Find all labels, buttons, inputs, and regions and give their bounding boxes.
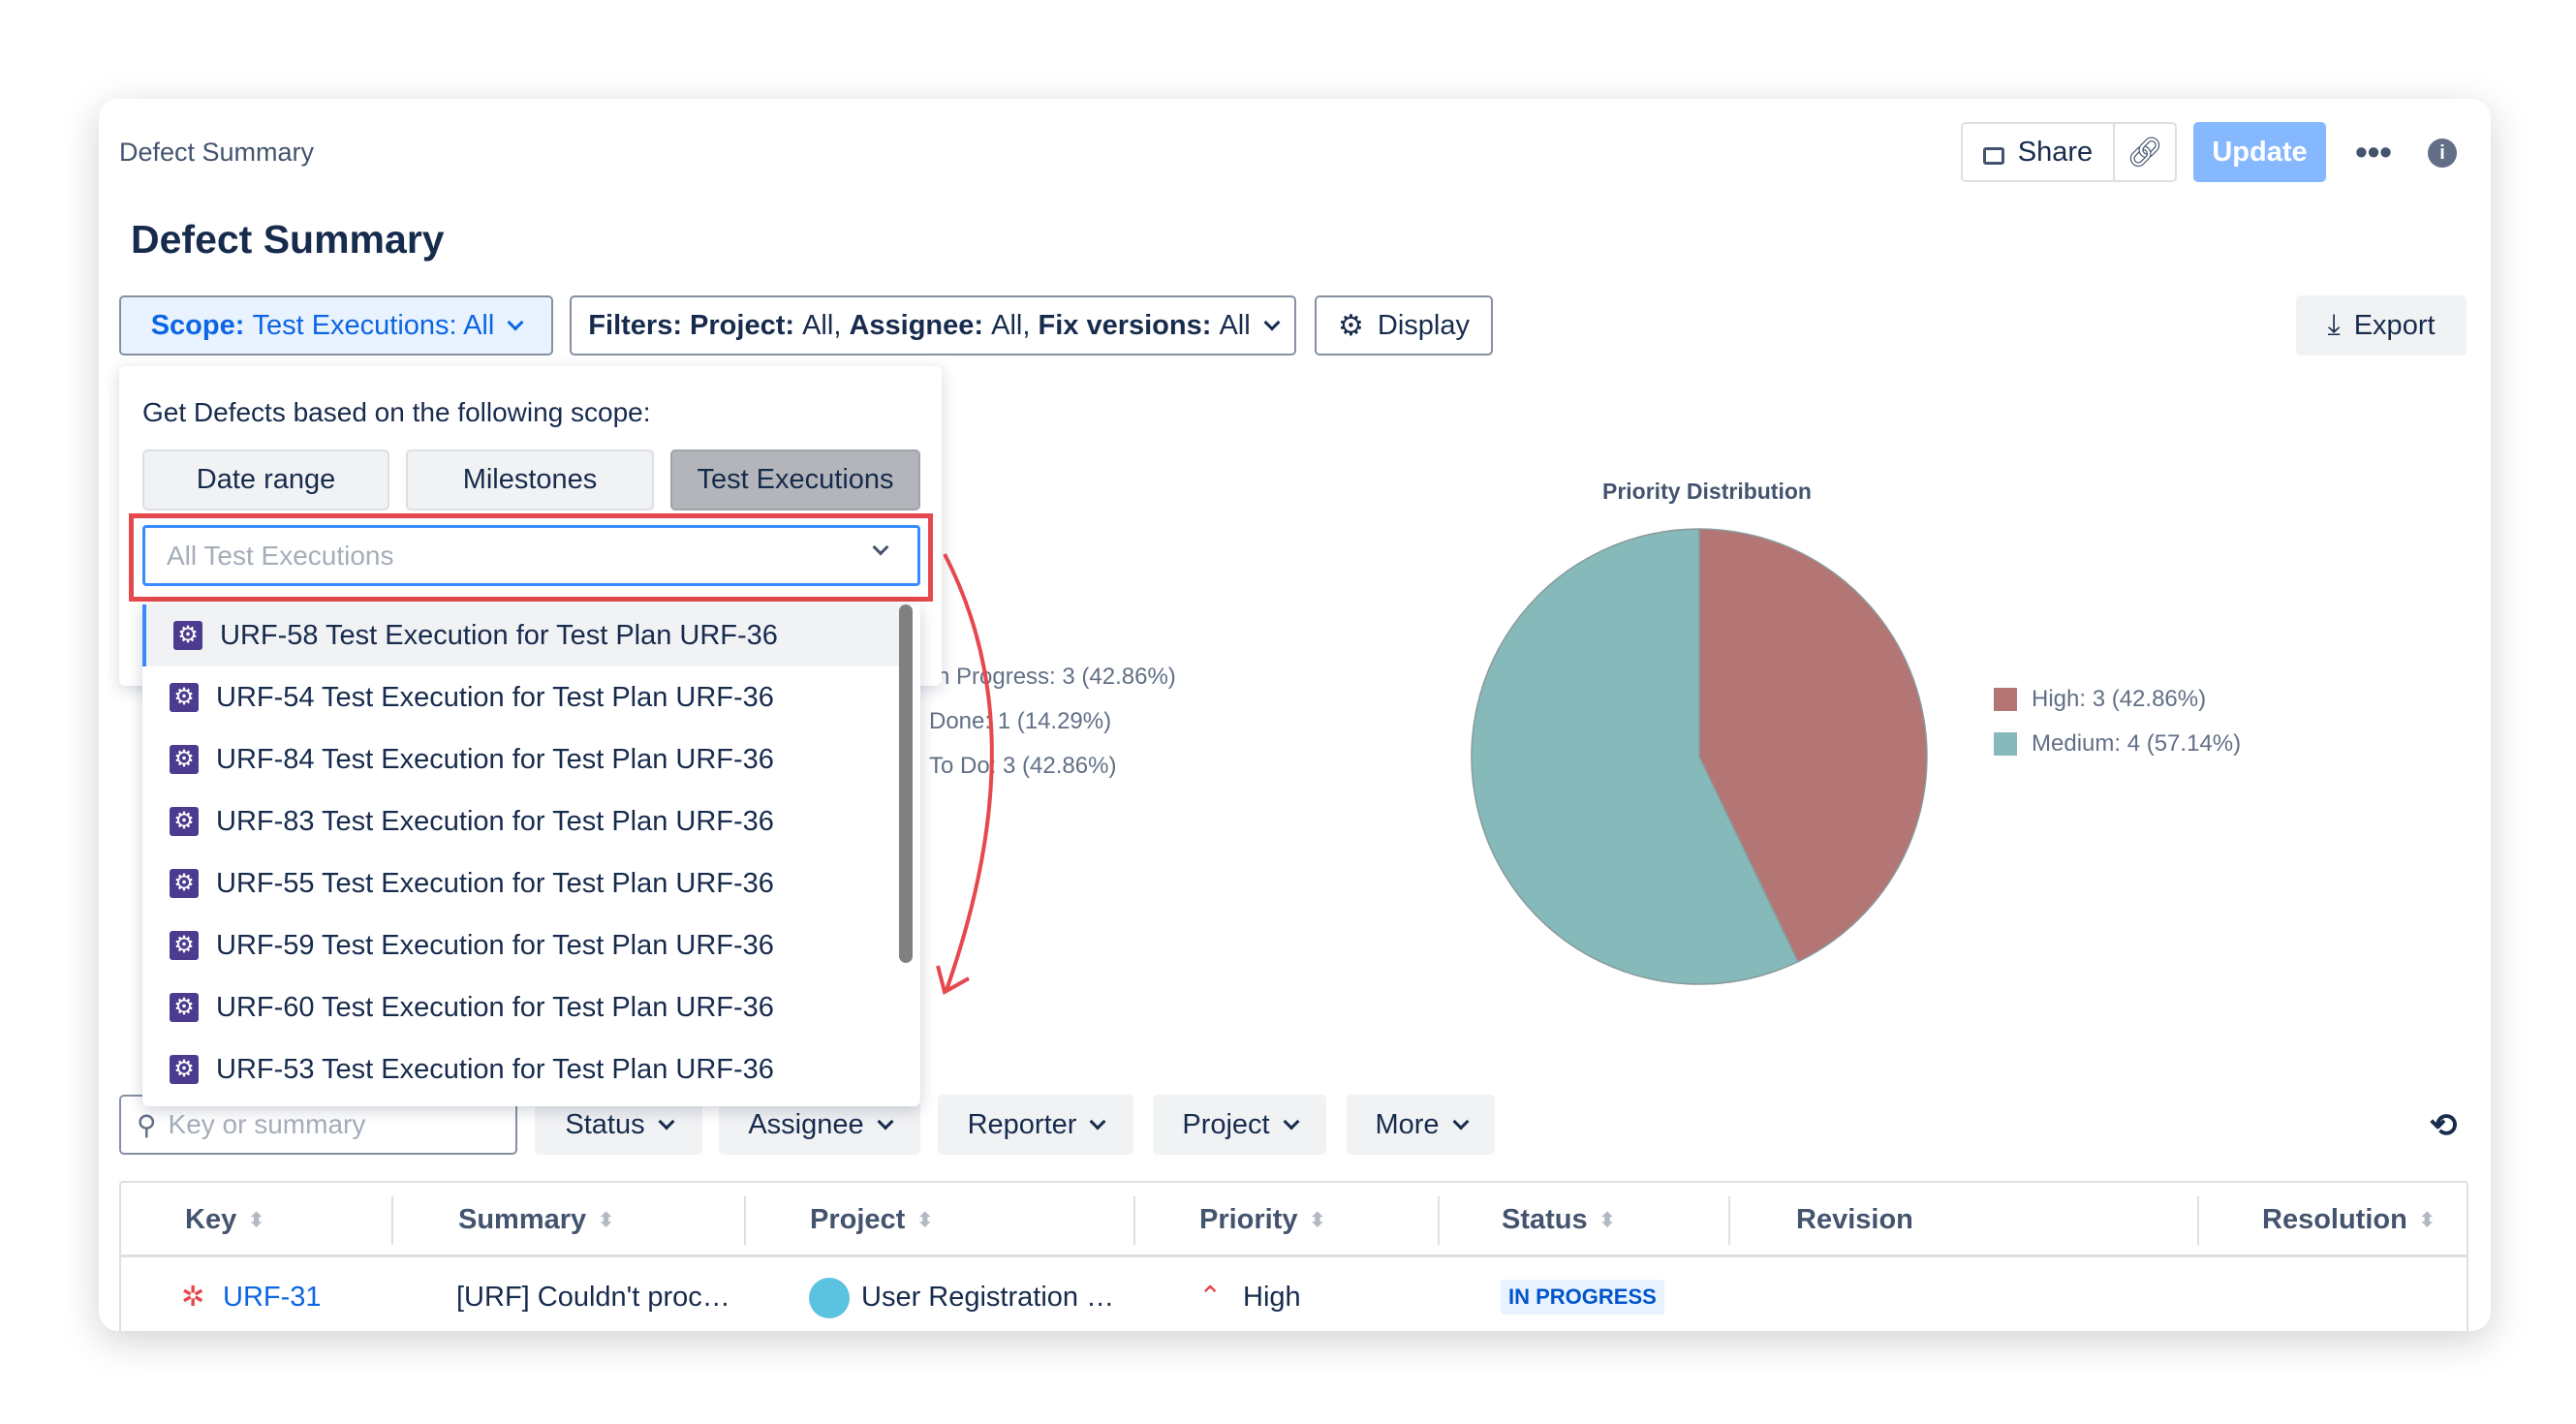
tab-test-executions[interactable]: Test Executions [670,449,920,511]
column-resolution[interactable]: Resolution ⬍ [2262,1204,2436,1235]
option-item[interactable]: ⚙ URF-55 Test Execution for Test Plan URF… [142,852,904,914]
test-execution-icon: ⚙ [170,1055,199,1084]
more-filter[interactable]: More [1347,1095,1495,1155]
annotation-arrow [936,553,994,996]
share-button[interactable]: Share [1961,122,2115,182]
chart-title: Priority Distribution [1602,479,1812,504]
priority-high-icon: ⌃ [1198,1282,1223,1313]
issue-priority: High [1243,1282,1301,1313]
scrollbar[interactable] [899,604,913,963]
issue-summary: [URF] Couldn't proc… [456,1282,730,1313]
sort-icon: ⬍ [1598,1210,1616,1231]
option-item[interactable]: ⚙ URF-60 Test Execution for Test Plan URF… [142,976,904,1038]
page-title: Defect Summary [131,217,445,262]
option-item[interactable]: ⚙ URF-53 Test Execution for Test Plan URF… [142,1038,904,1100]
sort-icon: ⬍ [248,1210,264,1231]
column-key[interactable]: Key ⬍ [185,1204,264,1235]
legend-swatch-medium [1994,732,2017,756]
chevron-down-icon [1452,1113,1470,1130]
sort-icon: ⬍ [2418,1210,2436,1231]
test-execution-icon: ⚙ [170,745,199,774]
test-execution-icon: ⚙ [170,931,199,960]
sliders-icon: ⚙︎ [1338,309,1364,342]
column-project[interactable]: Project ⬍ [810,1204,934,1235]
pie-slice[interactable] [1698,528,1928,963]
status-legend-item: n Progress: 3 (42.86%) [937,664,1176,690]
option-item[interactable]: ⚙ URF-54 Test Execution for Test Plan URF… [142,666,904,728]
issue-project: User Registration … [861,1282,1115,1313]
column-summary[interactable]: Summary ⬍ [458,1204,614,1235]
copy-link-button[interactable]: 🔗︎ [2113,122,2177,182]
option-item[interactable]: ⚙ URF-83 Test Execution for Test Plan URF… [142,790,904,852]
test-executions-select[interactable]: All Test Executions [142,525,920,586]
sort-icon: ⬍ [916,1210,934,1231]
defects-table: Key ⬍ Summary ⬍ Project ⬍ Priority ⬍ Status ⬍… [119,1181,2468,1331]
search-icon: ⚲ [137,1109,157,1140]
refresh-icon[interactable]: ⟲ [2429,1107,2458,1144]
option-item[interactable]: ⚙ URF-58 Test Execution for Test Plan URF… [142,604,904,666]
tab-date-range[interactable]: Date range [142,449,389,511]
project-avatar [809,1278,850,1318]
tab-milestones[interactable]: Milestones [406,449,654,511]
chevron-down-icon [1263,314,1281,331]
table-row[interactable]: ✲ URF-31 [URF] Couldn't proc… User Regis… [121,1260,2467,1331]
test-execution-icon: ⚙ [173,621,202,650]
reporter-filter[interactable]: Reporter [938,1095,1133,1155]
more-actions-icon[interactable]: ••• [2355,132,2392,171]
display-button[interactable]: ⚙︎ Display [1315,295,1493,356]
issue-key-link[interactable]: URF-31 [223,1282,322,1313]
column-priority[interactable]: Priority ⬍ [1199,1204,1326,1235]
info-icon[interactable]: i [2428,139,2457,168]
status-badge: IN PROGRESS [1501,1280,1664,1315]
project-filter[interactable]: Project [1153,1095,1326,1155]
chevron-down-icon [1089,1113,1106,1130]
lock-icon [1982,147,2004,165]
bug-icon: ✲ [181,1282,205,1313]
sort-icon: ⬍ [598,1210,614,1231]
annotation-highlight-box [129,513,933,602]
filters-dropdown[interactable]: Filters: Project: All, Assignee: All, Fi… [570,295,1296,356]
test-execution-icon: ⚙ [170,683,199,712]
test-execution-icon: ⚙ [170,993,199,1022]
test-execution-icon: ⚙ [170,807,199,836]
chevron-down-icon [658,1113,675,1130]
chevron-down-icon [877,1113,894,1130]
search-input[interactable]: ⚲ Key or summary [119,1095,517,1155]
option-item[interactable]: ⚙ URF-59 Test Execution for Test Plan URF… [142,914,904,976]
column-revision[interactable]: Revision [1796,1204,1913,1235]
test-execution-options: ⚙ URF-58 Test Execution for Test Plan URF… [142,604,920,1106]
sort-icon: ⬍ [1309,1210,1326,1231]
scope-prompt: Get Defects based on the following scope… [142,397,651,427]
priority-pie-chart [1471,528,1928,985]
chevron-down-icon [1283,1113,1300,1130]
download-icon: ⤓ [2327,309,2341,341]
update-button[interactable]: Update [2193,122,2326,182]
test-execution-icon: ⚙ [170,869,199,898]
status-legend-item: Done: 1 (14.29%) [929,708,1112,734]
legend-swatch-high [1994,688,2017,711]
legend-item-medium: Medium: 4 (57.14%) [2032,730,2242,757]
column-status[interactable]: Status ⬍ [1502,1204,1616,1235]
pie-slice[interactable] [1471,528,1799,985]
option-item[interactable]: ⚙ URF-84 Test Execution for Test Plan URF… [142,728,904,790]
defect-summary-card: Defect Summary Defect Summary Share 🔗︎ U… [99,99,2491,1331]
link-icon: 🔗︎ [2126,136,2164,169]
scope-dropdown[interactable]: Scope: Test Executions: All [119,295,553,356]
status-legend-item: To Do: 3 (42.86%) [929,753,1117,779]
table-header: Key ⬍ Summary ⬍ Project ⬍ Priority ⬍ Status ⬍… [121,1183,2467,1257]
breadcrumb: Defect Summary [119,138,315,167]
legend-item-high: High: 3 (42.86%) [2032,686,2207,712]
export-button[interactable]: ⤓ Export [2296,295,2467,356]
